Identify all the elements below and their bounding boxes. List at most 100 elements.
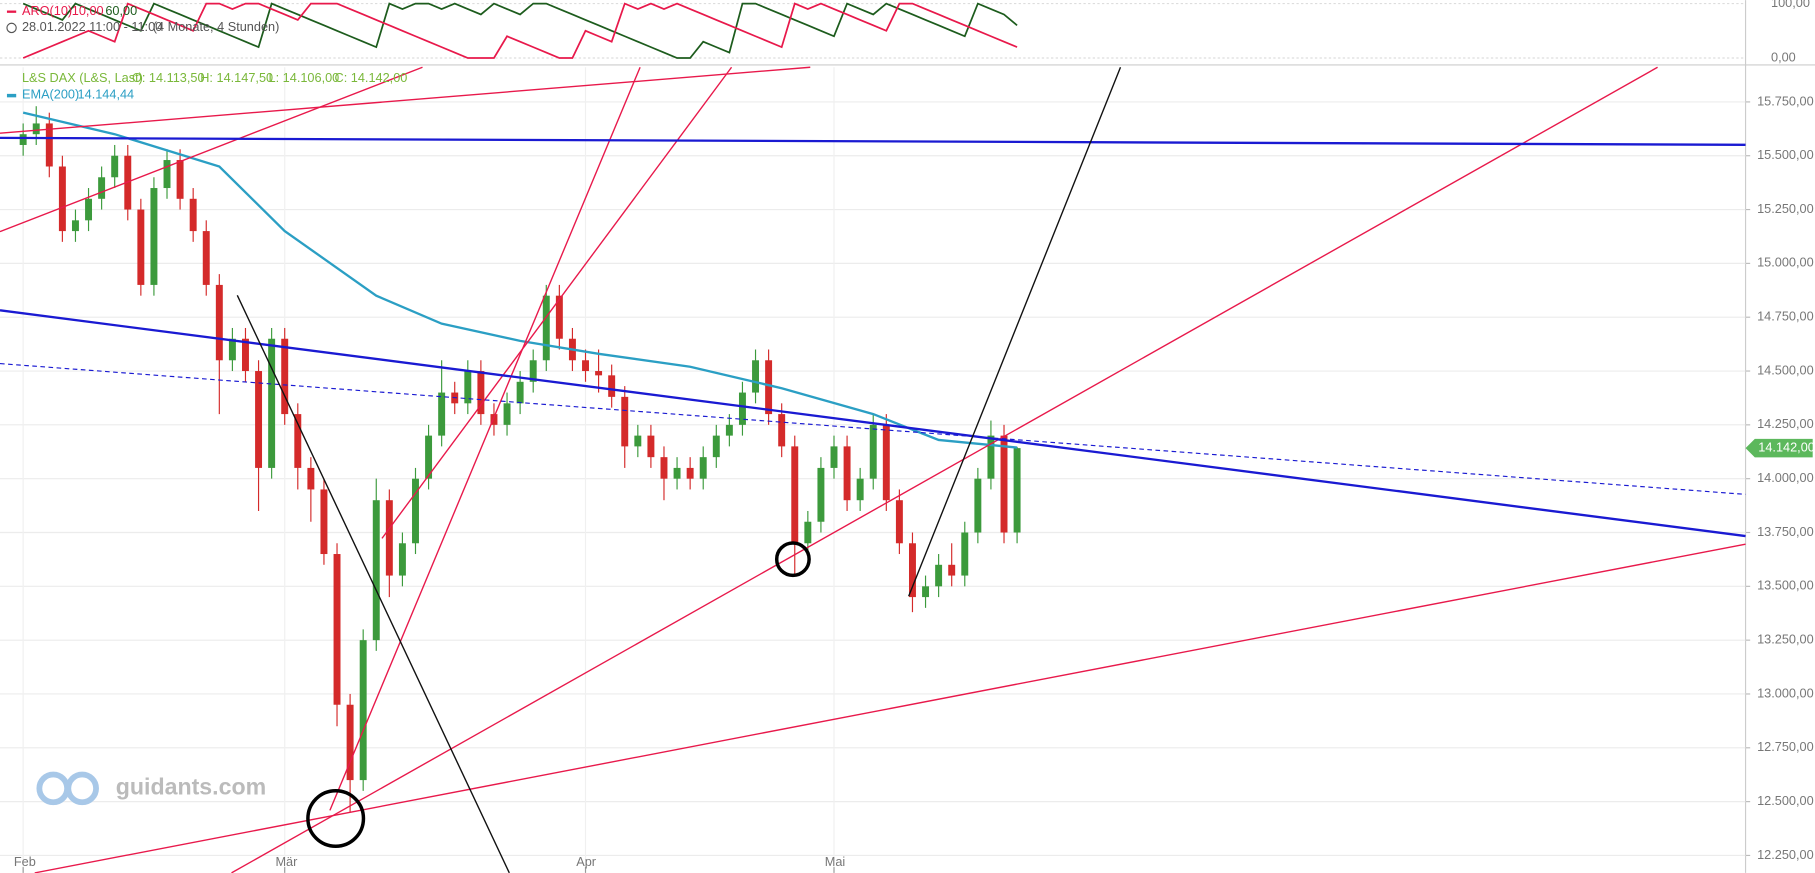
y-tick-label: 13.250,00 [1757,632,1814,647]
trend-line [0,66,811,134]
candle-body [660,457,668,479]
candle-body [372,500,380,641]
candle-body [189,198,197,232]
plot-layer: 14.142,00 [19,2,1815,813]
candle-body [111,155,119,178]
y-tick-label: 15.500,00 [1757,147,1814,162]
ema-line [22,111,1018,449]
candle-body [908,543,916,598]
candle-body [398,543,406,576]
y-tick-label: 15.750,00 [1757,93,1814,108]
trend-line [381,66,733,539]
y-tick-label: 12.250,00 [1757,847,1814,862]
watermark-text: guidants.com [116,773,266,799]
candle-body [215,284,223,361]
legend-value: 14.144,44 [78,86,135,101]
candle-body [804,521,812,544]
candle-body [516,381,524,404]
legend-value: 60,00 [105,3,137,18]
candle-body [765,360,773,415]
highlight-circle [306,788,366,849]
candle-body [935,564,943,587]
logo [36,771,71,806]
legend-value: O: 14.113,50 [132,70,205,85]
trend-line [0,66,423,233]
candle-body [647,435,655,458]
candle-body [542,295,550,361]
candle-body [176,160,184,199]
legend-value: L: 14.106,00 [269,70,340,85]
candle-body [150,188,158,285]
candle-body [85,198,93,221]
y-tick-label: 14.250,00 [1757,416,1814,431]
y-tick-label: 13.000,00 [1757,685,1814,700]
candle-body [1013,448,1021,533]
y-tick-label: 13.750,00 [1757,524,1814,539]
candle-body [281,338,289,415]
candle-body [948,564,956,576]
x-tick-label: Mai [825,854,846,869]
candle-body [830,446,838,468]
y-tick-label: 13.500,00 [1757,578,1814,593]
candle-body [242,338,249,372]
candle-body [987,435,995,479]
candle-body [634,435,642,447]
candle-body [791,446,799,544]
candle-body [974,478,982,533]
trend-line [34,543,1746,873]
y-tick-label: 14.750,00 [1757,309,1814,324]
candle-body [163,160,171,189]
candle-body [673,467,681,479]
candle-body [438,392,446,436]
trend-line [236,294,510,873]
candle-body [922,586,930,598]
candle-body [19,134,27,145]
legend-value: C: 14.142,00 [335,70,408,85]
price-tag-label: 14.142,00 [1758,439,1815,454]
candle-body [895,500,903,544]
legend-label: ARO(10) [22,3,72,18]
trend-line [0,309,1746,538]
candle-body [817,467,825,522]
clock-icon [6,22,17,34]
candle-body [58,166,66,232]
y-tick-label: 15.250,00 [1757,201,1814,216]
candle-body [333,554,341,705]
candle-body [621,396,629,447]
candle-body [608,375,616,397]
drawings [0,66,1746,873]
x-tick-label: Mär [275,854,298,869]
candle-body [961,532,969,576]
aroon-line [22,2,1018,59]
candle-body [752,360,760,393]
candle-body [555,295,563,339]
y-tick-label: 12.500,00 [1757,793,1814,808]
watermark: guidants.com [36,771,266,806]
candle-body [725,424,733,436]
candle-body [738,392,746,425]
candle-body [268,338,276,468]
candle-body [778,414,786,447]
y-tick-label: 14.500,00 [1757,362,1814,377]
candle-body [412,478,419,544]
legend-value: H: 14.147,50 [200,70,273,85]
candle-body [98,177,106,199]
candle-body [202,231,210,285]
candle-body [869,424,877,479]
highlight-circle [774,541,811,578]
y-tick-label: 14.000,00 [1757,470,1814,485]
candle-body [307,467,315,490]
candle-body [699,457,707,479]
legend-swatch [6,93,17,98]
logo [65,771,99,806]
price-tag [1745,438,1813,458]
candle-body [1000,435,1008,533]
y-tick-label: 0,00 [1771,49,1796,64]
period-text: 28.01.2022 11:00 - 11:00 [22,19,162,34]
candle-body [712,435,720,458]
legends: ARO(10) 10,00 60,00 28.01.2022 11:00 - 1… [6,3,408,101]
trend-line [329,66,641,811]
trend-line [0,136,1746,146]
candle-body [490,414,498,425]
